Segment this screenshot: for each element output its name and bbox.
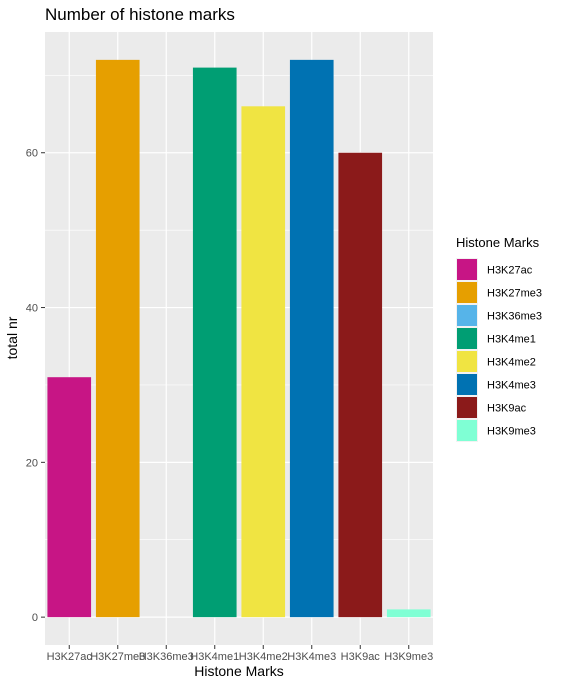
y-tick-label: 40 xyxy=(26,303,38,315)
x-tick-label: H3K36me3 xyxy=(139,651,194,663)
x-tick-label: H3K9ac xyxy=(341,651,381,663)
legend-swatch-H3K27me3 xyxy=(457,282,477,303)
legend-label: H3K27me3 xyxy=(487,288,542,300)
x-tick-label: H3K4me3 xyxy=(287,651,336,663)
legend-label: H3K9me3 xyxy=(487,426,536,438)
x-tick-label: H3K27ac xyxy=(47,651,93,663)
legend-label: H3K36me3 xyxy=(487,311,542,323)
legend-label: H3K27ac xyxy=(487,265,533,277)
bar-H3K4me1 xyxy=(192,67,237,618)
chart-title: Number of histone marks xyxy=(45,5,235,24)
y-tick-label: 20 xyxy=(26,457,38,469)
legend: Histone Marks H3K27ac H3K27me3 H3K36me3 H3K… xyxy=(456,235,542,442)
bar-H3K27ac xyxy=(47,377,92,618)
legend-label: H3K4me1 xyxy=(487,334,536,346)
y-tick-label: 0 xyxy=(32,612,38,624)
legend-swatch-H3K4me2 xyxy=(457,351,477,372)
legend-swatch-H3K9me3 xyxy=(457,420,477,441)
legend-label: H3K4me2 xyxy=(487,357,536,369)
y-tick-label: 60 xyxy=(26,148,38,160)
legend-swatch-H3K9ac xyxy=(457,397,477,418)
bar-H3K9me3 xyxy=(386,609,431,618)
legend-label: H3K4me3 xyxy=(487,380,536,392)
legend-swatch-H3K4me1 xyxy=(457,328,477,349)
x-axis-title: Histone Marks xyxy=(194,663,283,679)
legend-title: Histone Marks xyxy=(456,235,540,250)
bar-H3K4me2 xyxy=(241,106,286,618)
legend-label: H3K9ac xyxy=(487,403,527,415)
legend-swatch-H3K27ac xyxy=(457,259,477,280)
x-tick-label: H3K9me3 xyxy=(384,651,433,663)
legend-swatch-H3K36me3 xyxy=(457,305,477,326)
y-axis-title: total nr xyxy=(4,316,20,359)
y-axis: 0 20 40 60 xyxy=(26,148,45,624)
x-tick-label: H3K4me1 xyxy=(190,651,239,663)
x-tick-label: H3K27me3 xyxy=(90,651,145,663)
legend-swatch-H3K4me3 xyxy=(457,374,477,395)
bars xyxy=(47,59,431,618)
bar-H3K4me3 xyxy=(289,59,334,618)
x-tick-label: H3K4me2 xyxy=(239,651,288,663)
bar-H3K9ac xyxy=(338,152,383,618)
bar-H3K27me3 xyxy=(95,59,140,618)
